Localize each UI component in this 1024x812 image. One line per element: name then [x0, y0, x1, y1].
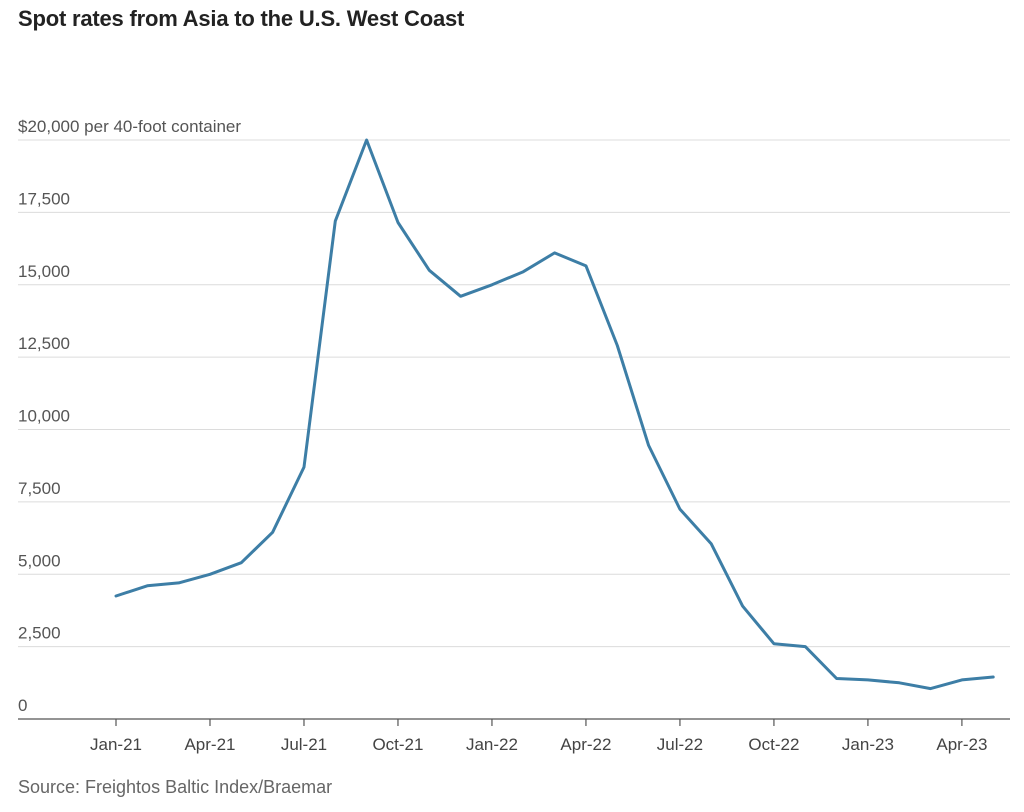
y-axis-tick-labels: 0 2,500 5,000 7,500 10,000 12,500 15,000 17,500…	[18, 117, 241, 715]
data-point	[772, 642, 776, 646]
x-tick-label: Jan-22	[466, 735, 518, 754]
y-tick-label: 12,500	[18, 334, 70, 353]
y-tick-label: $20,000 per 40-foot container	[18, 117, 241, 136]
data-point	[835, 676, 839, 680]
data-point	[866, 678, 870, 682]
x-tick-label: Apr-23	[936, 735, 987, 754]
data-point	[521, 270, 525, 274]
data-point	[584, 264, 588, 268]
data-point	[615, 344, 619, 348]
data-point	[741, 604, 745, 608]
gridlines	[18, 139, 1010, 648]
x-tick-label: Oct-22	[748, 735, 799, 754]
chart-title: Spot rates from Asia to the U.S. West Co…	[18, 6, 465, 31]
data-point	[177, 581, 181, 585]
y-tick-label: 5,000	[18, 551, 61, 570]
data-point	[490, 283, 494, 287]
y-tick-label: 0	[18, 696, 27, 715]
data-point	[647, 443, 651, 447]
x-tick-label: Apr-22	[560, 735, 611, 754]
series-layer	[114, 138, 995, 691]
data-point	[396, 221, 400, 225]
data-point	[553, 251, 557, 255]
data-point	[271, 530, 275, 534]
x-tick-label: Jul-21	[281, 735, 327, 754]
data-point	[929, 687, 933, 691]
x-tick-label: Oct-21	[372, 735, 423, 754]
x-tick-label: Jan-23	[842, 735, 894, 754]
data-point	[803, 645, 807, 649]
data-point	[208, 572, 212, 576]
data-point	[678, 507, 682, 511]
data-point	[145, 584, 149, 588]
data-point	[114, 594, 118, 598]
data-point	[960, 678, 964, 682]
y-tick-label: 7,500	[18, 479, 61, 498]
data-point	[709, 542, 713, 546]
data-point	[427, 268, 431, 272]
source-note: Source: Freightos Baltic Index/Braemar	[18, 777, 333, 797]
data-point	[239, 561, 243, 565]
data-point	[365, 138, 369, 142]
data-point	[302, 465, 306, 469]
y-tick-label: 2,500	[18, 624, 61, 643]
y-tick-label: 10,000	[18, 407, 70, 426]
x-tick-label: Jul-22	[657, 735, 703, 754]
x-axis: Jan-21 Apr-21 Jul-21 Oct-21 Jan-22 Apr-22 Jul-…	[18, 718, 1010, 754]
y-tick-label: 17,500	[18, 189, 70, 208]
data-point	[459, 294, 463, 298]
y-tick-label: 15,000	[18, 262, 70, 281]
data-point	[897, 681, 901, 685]
data-point	[991, 675, 995, 679]
x-tick-label: Jan-21	[90, 735, 142, 754]
x-tick-label: Apr-21	[184, 735, 235, 754]
data-point	[333, 219, 337, 223]
series-line	[114, 138, 995, 691]
